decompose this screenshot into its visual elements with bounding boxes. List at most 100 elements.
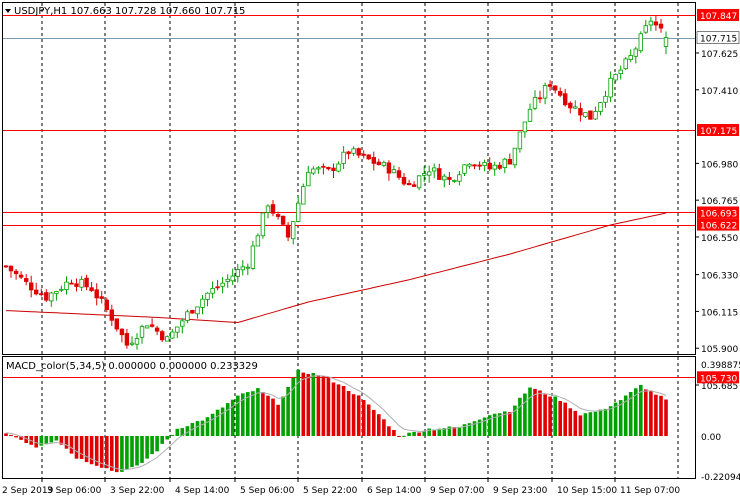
candle[interactable]: [89, 282, 94, 292]
candle[interactable]: [139, 324, 145, 344]
candle[interactable]: [260, 212, 266, 239]
candle[interactable]: [346, 150, 351, 160]
candle[interactable]: [321, 163, 326, 175]
candle[interactable]: [316, 166, 321, 174]
candle[interactable]: [401, 173, 407, 186]
candle[interactable]: [220, 277, 225, 294]
candle[interactable]: [79, 276, 84, 291]
candle[interactable]: [467, 163, 472, 169]
candle[interactable]: [663, 31, 669, 55]
candle[interactable]: [512, 147, 518, 169]
candle[interactable]: [195, 306, 200, 319]
candle[interactable]: [245, 263, 250, 275]
candle[interactable]: [59, 285, 64, 292]
candle[interactable]: [472, 164, 477, 170]
candle[interactable]: [462, 164, 467, 176]
candle[interactable]: [119, 328, 125, 343]
candle[interactable]: [205, 292, 210, 307]
candle[interactable]: [623, 57, 628, 71]
candle[interactable]: [124, 329, 130, 349]
candle[interactable]: [240, 260, 245, 276]
candle[interactable]: [69, 279, 74, 285]
candle[interactable]: [215, 279, 220, 291]
candle[interactable]: [593, 106, 598, 120]
candle[interactable]: [336, 161, 341, 173]
candle[interactable]: [502, 157, 507, 174]
candle[interactable]: [406, 179, 412, 186]
candle[interactable]: [416, 175, 422, 191]
candle[interactable]: [341, 146, 346, 169]
candle[interactable]: [437, 163, 442, 180]
candle[interactable]: [608, 71, 613, 103]
candle[interactable]: [190, 309, 195, 314]
horizontal-levels[interactable]: [3, 15, 695, 378]
candle[interactable]: [285, 222, 291, 242]
candle[interactable]: [361, 150, 366, 159]
candle[interactable]: [613, 73, 618, 83]
candles[interactable]: [3, 15, 669, 350]
candle[interactable]: [411, 181, 417, 187]
candle[interactable]: [603, 90, 608, 108]
candle[interactable]: [3, 265, 9, 268]
candle[interactable]: [391, 165, 397, 174]
candle[interactable]: [421, 166, 427, 182]
candle[interactable]: [129, 336, 135, 347]
candle[interactable]: [371, 151, 376, 171]
candle[interactable]: [275, 211, 281, 220]
candle[interactable]: [653, 15, 659, 31]
candle[interactable]: [366, 154, 371, 160]
candle[interactable]: [44, 289, 49, 302]
candle[interactable]: [99, 291, 104, 304]
candle[interactable]: [54, 290, 59, 301]
candle[interactable]: [547, 80, 553, 91]
candle[interactable]: [482, 159, 487, 172]
candle[interactable]: [250, 240, 256, 270]
candle[interactable]: [255, 233, 261, 247]
candle[interactable]: [487, 157, 492, 171]
candle[interactable]: [109, 304, 114, 326]
candle[interactable]: [149, 318, 155, 328]
candle[interactable]: [84, 274, 89, 291]
candle[interactable]: [23, 274, 29, 286]
candle[interactable]: [426, 165, 432, 183]
candle[interactable]: [326, 166, 331, 171]
candle[interactable]: [18, 271, 24, 280]
candle[interactable]: [658, 18, 664, 33]
candle[interactable]: [442, 173, 447, 188]
candle[interactable]: [507, 153, 512, 165]
candle[interactable]: [295, 196, 301, 223]
candle[interactable]: [618, 65, 623, 80]
candle[interactable]: [144, 325, 150, 329]
candle[interactable]: [431, 163, 437, 179]
candle[interactable]: [331, 163, 336, 179]
candle[interactable]: [114, 318, 119, 332]
candle[interactable]: [563, 88, 568, 107]
candle[interactable]: [94, 283, 99, 306]
candle[interactable]: [13, 269, 19, 280]
candle[interactable]: [270, 200, 276, 217]
candle[interactable]: [578, 102, 583, 122]
candle[interactable]: [200, 295, 205, 315]
candle[interactable]: [517, 131, 523, 153]
candle[interactable]: [537, 90, 543, 104]
candle[interactable]: [452, 179, 457, 183]
candle[interactable]: [154, 325, 160, 335]
candle[interactable]: [351, 146, 356, 156]
candle[interactable]: [588, 110, 593, 120]
candle[interactable]: [39, 288, 44, 297]
candle[interactable]: [74, 278, 79, 292]
candle[interactable]: [290, 221, 296, 245]
candle[interactable]: [648, 16, 654, 32]
candle[interactable]: [8, 265, 14, 278]
candle[interactable]: [633, 46, 638, 64]
candle[interactable]: [230, 268, 235, 285]
candle[interactable]: [477, 161, 482, 171]
candle[interactable]: [553, 85, 558, 94]
candle[interactable]: [159, 329, 165, 343]
candle[interactable]: [492, 161, 497, 176]
candle[interactable]: [457, 171, 462, 186]
candle[interactable]: [583, 112, 588, 119]
symbol-dropdown-icon[interactable]: [5, 9, 11, 13]
candle[interactable]: [134, 333, 140, 350]
